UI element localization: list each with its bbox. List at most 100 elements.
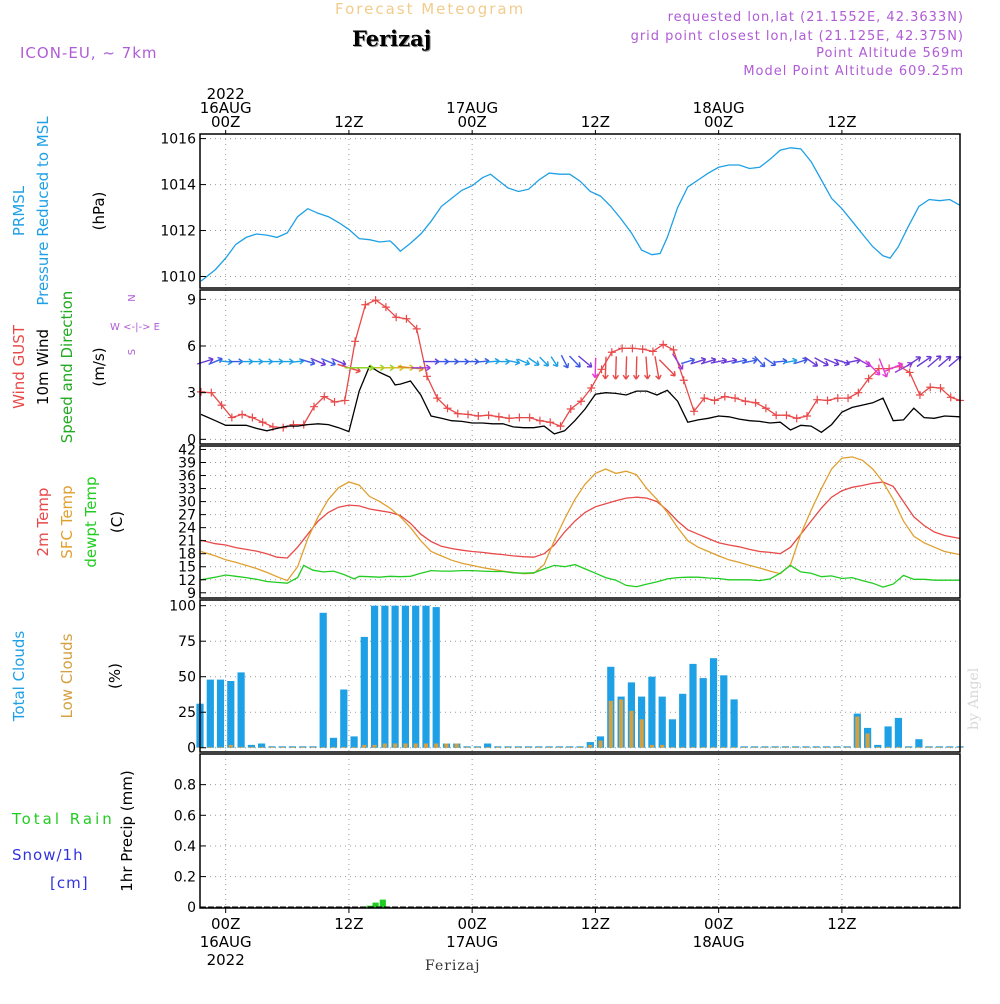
wind-direction-arrow-38 <box>591 357 599 379</box>
top-time-label-2-0: 17AUG <box>446 99 498 117</box>
wind-direction-arrow-6 <box>260 358 274 365</box>
wind-gust-marker-22 <box>422 372 431 381</box>
clouds-bar-1-50 <box>711 746 716 748</box>
wind-gust-marker-38 <box>587 384 596 392</box>
wind-gust-marker-13 <box>330 398 339 406</box>
wind-direction-arrow-69 <box>906 356 922 367</box>
clouds-bar-1-24 <box>444 743 449 748</box>
wind-gust-marker-23 <box>433 394 442 403</box>
wind-gust-marker-4 <box>238 410 247 419</box>
precip-ytick-label-1: 0.2 <box>174 870 196 886</box>
temperature-side-label-0: 2m Temp <box>34 488 52 557</box>
wind-direction-arrow-47 <box>680 357 696 365</box>
chart-title: Ferizaj <box>352 26 432 51</box>
clouds-bar-1-9 <box>290 746 295 748</box>
wind-gust-marker-40 <box>607 348 616 357</box>
clouds-bar-1-12 <box>321 746 326 748</box>
wind-gust-marker-55 <box>761 404 770 413</box>
top-time-label-4-1: 00Z <box>704 113 733 131</box>
pressure-side-label-0: PRMSL <box>10 185 28 236</box>
clouds-bar-0-4 <box>237 672 245 748</box>
wind-unit-label: (m/s) <box>90 347 108 386</box>
clouds-bar-0-44 <box>648 676 656 748</box>
clouds-bar-1-70 <box>916 746 921 748</box>
clouds-bar-1-32 <box>526 746 531 748</box>
pressure-unit-label: (hPa) <box>90 192 108 231</box>
precip-ytick-label-0: 0 <box>187 900 196 916</box>
wind-side-label-2: Speed and Direction <box>58 291 76 444</box>
clouds-bar-0-49 <box>699 678 707 748</box>
wind-gust-marker-21 <box>412 324 421 333</box>
chart-subtitle: Forecast Meteogram <box>335 0 526 18</box>
clouds-bar-1-35 <box>557 746 562 748</box>
clouds-bar-0-14 <box>340 689 348 748</box>
bottom-time-label-0-1: 16AUG <box>200 933 252 951</box>
credit-watermark: by Angel <box>966 667 982 730</box>
temperature-side-label-1: SFC Temp <box>58 485 76 558</box>
bottom-time-label-0-0: 00Z <box>211 915 240 933</box>
clouds-bar-0-46 <box>668 719 676 748</box>
wind-direction-arrow-72 <box>938 355 952 368</box>
top-time-label-0-1: 16AUG <box>200 99 252 117</box>
wind-ytick-label-3: 9 <box>187 292 196 308</box>
wind-gust-marker-37 <box>577 397 586 406</box>
clouds-bar-1-46 <box>670 746 675 748</box>
clouds-bar-1-73 <box>947 746 952 748</box>
wind-gust-marker-41 <box>618 344 627 353</box>
clouds-bar-0-66 <box>874 744 882 748</box>
clouds-bar-0-18 <box>381 605 389 748</box>
clouds-bar-0-23 <box>432 607 440 748</box>
model-label: ICON-EU, ~ 7km <box>20 44 158 62</box>
wind-gust-marker-62 <box>833 394 842 403</box>
temperature-ytick-label-10: 39 <box>178 456 196 472</box>
temperature-ytick-label-1: 12 <box>178 573 196 589</box>
precip-bar-0-2 <box>379 899 386 908</box>
top-time-label-1-0: 12Z <box>334 113 363 131</box>
wind-direction-arrow-41 <box>622 356 630 380</box>
wind-direction-arrow-21 <box>411 364 431 372</box>
clouds-bar-1-44 <box>649 744 654 748</box>
temperature-ytick-label-9: 36 <box>178 469 196 485</box>
clouds-bar-1-1 <box>208 746 213 748</box>
wind-gust-marker-72 <box>936 384 945 392</box>
clouds-bar-1-39 <box>598 740 603 748</box>
wind-gust-marker-12 <box>320 392 329 401</box>
clouds-bar-1-43 <box>639 719 644 748</box>
wind-gust-marker-49 <box>700 394 709 403</box>
wind-gust-marker-70 <box>915 391 924 399</box>
clouds-bar-1-13 <box>331 746 336 748</box>
bottom-time-label-0-2: 2022 <box>207 951 245 969</box>
clouds-bar-1-64 <box>855 716 860 748</box>
clouds-bar-1-14 <box>341 746 346 748</box>
clouds-bar-1-40 <box>608 700 613 748</box>
wind-direction-arrow-40 <box>612 356 620 380</box>
wind-direction-arrow-10 <box>300 358 316 366</box>
wind-gust-marker-16 <box>361 300 370 309</box>
clouds-bar-1-58 <box>793 746 798 748</box>
clouds-bar-0-5 <box>247 744 255 748</box>
clouds-ytick-label-4: 100 <box>169 599 196 615</box>
precip-ytick-label-4: 0.8 <box>174 778 196 794</box>
precip-ytick-label-2: 0.4 <box>174 839 196 855</box>
precip-unit-label: 1hr Precip (mm) <box>118 770 136 891</box>
wind-direction-arrow-7 <box>271 358 284 365</box>
clouds-bar-1-37 <box>577 746 582 748</box>
clouds-bar-0-22 <box>422 605 430 748</box>
wind-gust-marker-46 <box>669 345 678 354</box>
clouds-bar-1-20 <box>403 743 408 748</box>
grid-point-location: grid point closest lon,lat (21.125E, 42.… <box>630 29 964 44</box>
clouds-bar-1-54 <box>752 746 757 748</box>
bottom-time-label-4-0: 00Z <box>704 915 733 933</box>
clouds-bar-1-72 <box>937 746 942 748</box>
bottom-time-label-4-1: 18AUG <box>693 933 745 951</box>
clouds-panel-frame <box>199 599 961 753</box>
wind-gust-marker-11 <box>310 402 318 411</box>
compass-south: S <box>127 349 138 355</box>
clouds-bar-0-16 <box>360 636 368 748</box>
grid-layer <box>200 134 960 908</box>
clouds-bar-1-3 <box>228 744 233 748</box>
wind-direction-arrow-42 <box>632 356 640 380</box>
pressure-side-label-1: Pressure Reduced to MSL <box>34 116 52 306</box>
wind-direction-arrow-30 <box>506 358 521 366</box>
precip-side-label-1: Snow/1h <box>12 846 84 864</box>
